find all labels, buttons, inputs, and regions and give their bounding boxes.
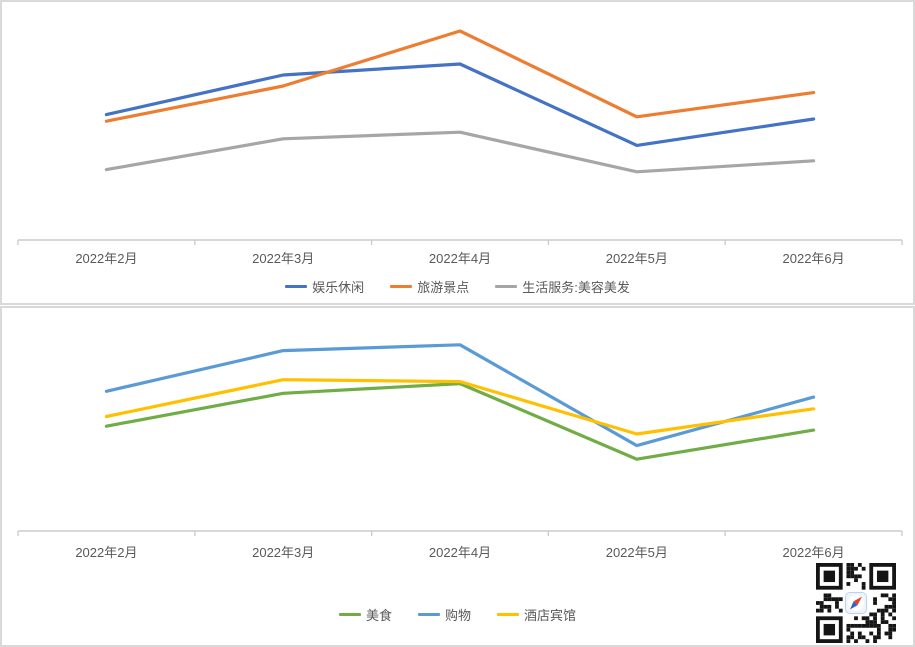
- legend-item: 美食: [338, 605, 392, 624]
- legend-label: 旅游景点: [417, 279, 470, 295]
- legend-swatch-icon: [285, 284, 308, 288]
- legend-label: 购物: [444, 607, 471, 623]
- compass-icon: [845, 592, 867, 614]
- x-axis-label: 2022年6月: [782, 545, 845, 560]
- legend-label: 酒店宾馆: [524, 607, 577, 623]
- legend-item: 旅游景点: [390, 277, 469, 296]
- chart-panel-bottom: 2022年2月 2022年3月 2022年4月 2022年5月 2022年6月 美食 购物…: [0, 306, 915, 647]
- legend: 娱乐休闲 旅游景点 生活服务:美容美发: [2, 277, 913, 296]
- x-axis-label: 2022年3月: [252, 545, 315, 560]
- x-axis-label: 2022年5月: [605, 545, 668, 560]
- legend-item: 酒店宾馆: [497, 605, 576, 624]
- legend: 美食 购物 酒店宾馆: [2, 605, 913, 624]
- legend-swatch-icon: [497, 612, 519, 616]
- x-axis-label: 2022年4月: [428, 545, 492, 560]
- legend-item: 娱乐休闲: [285, 277, 364, 296]
- x-axis-label: 2022年2月: [75, 545, 138, 560]
- x-axis-label: 2022年4月: [428, 251, 492, 266]
- legend-label: 美食: [365, 607, 392, 623]
- legend-label: 生活服务:美容美发: [522, 279, 630, 295]
- x-axis-label: 2022年6月: [782, 251, 845, 266]
- x-axis-label: 2022年3月: [252, 251, 315, 266]
- legend-swatch-icon: [390, 284, 413, 288]
- line-chart-bottom: [17, 343, 903, 536]
- legend-label: 娱乐休闲: [312, 279, 365, 295]
- legend-item: 购物: [417, 605, 471, 624]
- qr-pattern: [816, 563, 896, 643]
- legend-swatch-icon: [338, 612, 361, 616]
- x-axis-label: 2022年2月: [75, 251, 138, 266]
- x-axis-labels: 2022年2月 2022年3月 2022年4月 2022年5月 2022年6月: [2, 542, 913, 560]
- qr-code: [816, 563, 896, 643]
- x-axis-label: 2022年5月: [605, 251, 668, 266]
- legend-item: 生活服务:美容美发: [495, 277, 630, 296]
- x-axis-labels: 2022年2月 2022年3月 2022年4月 2022年5月 2022年6月: [2, 248, 913, 266]
- line-chart-top: [17, 29, 903, 245]
- chart-panel-top: 2022年2月 2022年3月 2022年4月 2022年5月 2022年6月 娱乐休闲…: [0, 0, 915, 305]
- legend-swatch-icon: [495, 284, 518, 288]
- legend-swatch-icon: [417, 612, 440, 616]
